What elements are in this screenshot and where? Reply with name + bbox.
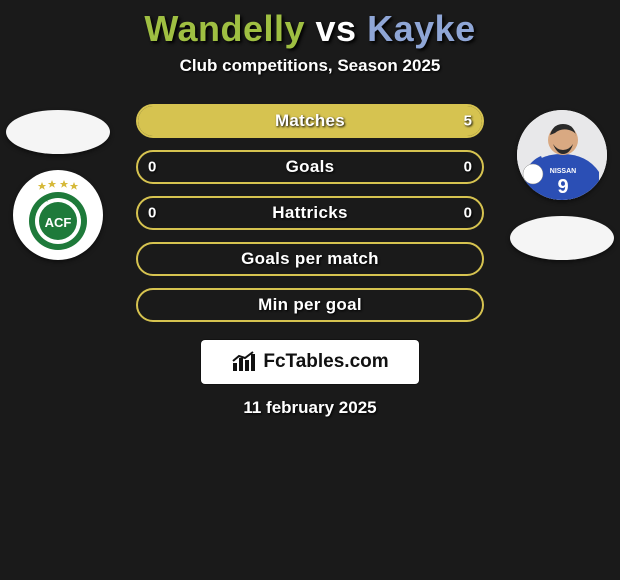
stat-label: Hattricks bbox=[272, 203, 347, 223]
left-player-column: ASSOCIAÇÃO CHAPECOENSE ACF bbox=[8, 110, 108, 260]
stat-label: Goals bbox=[286, 157, 335, 177]
shirt-sponsor: NISSAN bbox=[550, 168, 576, 175]
comparison-card: Wandelly vs Kayke Club competitions, Sea… bbox=[0, 0, 620, 580]
stat-label: Goals per match bbox=[241, 249, 379, 269]
title-right-name: Kayke bbox=[367, 8, 476, 49]
shirt-number: 9 bbox=[557, 176, 568, 198]
stat-row: Min per goal bbox=[136, 288, 484, 322]
right-player-photo: NISSAN 9 bbox=[517, 110, 607, 200]
brand-text: FcTables.com bbox=[263, 351, 388, 373]
left-club-badge: ASSOCIAÇÃO CHAPECOENSE ACF bbox=[13, 170, 103, 260]
right-flag-icon bbox=[510, 216, 614, 260]
stat-label: Matches bbox=[275, 111, 345, 131]
stats-list: Matches 5 Goals 0 0 Hattricks 0 0 Goals per matc… bbox=[136, 104, 484, 322]
stat-row: Matches 5 bbox=[136, 104, 484, 138]
stat-right-value: 0 bbox=[464, 159, 472, 176]
stat-left-value: 0 bbox=[148, 205, 156, 222]
subtitle: Club competitions, Season 2025 bbox=[0, 56, 620, 76]
brand-chart-icon bbox=[231, 351, 257, 373]
page-title: Wandelly vs Kayke bbox=[0, 0, 620, 50]
stat-label: Min per goal bbox=[258, 295, 362, 315]
stat-row: Hattricks 0 0 bbox=[136, 196, 484, 230]
left-flag-icon bbox=[6, 110, 110, 154]
title-vs: vs bbox=[316, 8, 357, 49]
date-text: 11 february 2025 bbox=[0, 398, 620, 418]
club-stars bbox=[38, 180, 78, 190]
right-player-column: NISSAN 9 bbox=[512, 110, 612, 260]
stat-left-value: 0 bbox=[148, 159, 156, 176]
club-letters: ACF bbox=[45, 215, 72, 230]
stat-row: Goals per match bbox=[136, 242, 484, 276]
brand-box[interactable]: FcTables.com bbox=[201, 340, 419, 384]
stat-right-value: 5 bbox=[464, 113, 472, 130]
stat-row: Goals 0 0 bbox=[136, 150, 484, 184]
title-left-name: Wandelly bbox=[144, 8, 305, 49]
stat-right-value: 0 bbox=[464, 205, 472, 222]
